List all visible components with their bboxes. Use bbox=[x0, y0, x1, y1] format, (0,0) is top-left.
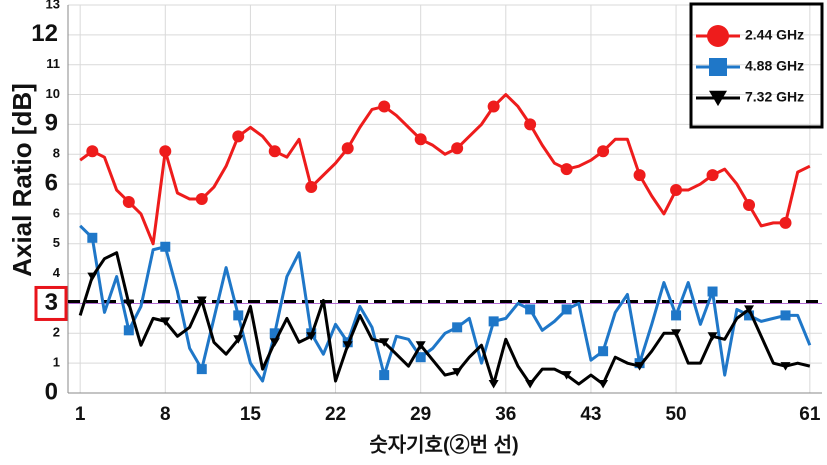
marker bbox=[634, 362, 645, 371]
marker bbox=[743, 198, 756, 211]
marker bbox=[597, 145, 610, 158]
marker bbox=[86, 145, 99, 158]
y-tick-label: 9 bbox=[45, 110, 58, 137]
marker bbox=[744, 305, 755, 314]
marker bbox=[451, 142, 464, 155]
y-tick-label: 10 bbox=[46, 86, 60, 101]
marker bbox=[269, 338, 280, 347]
marker bbox=[414, 133, 427, 146]
legend-box bbox=[689, 2, 824, 129]
marker bbox=[671, 310, 682, 321]
y-tick-label: 3 bbox=[45, 289, 58, 316]
x-axis-label: 숫자기호(②번 선) bbox=[369, 433, 518, 456]
marker bbox=[160, 241, 171, 252]
marker bbox=[379, 370, 390, 381]
marker bbox=[160, 317, 171, 326]
marker bbox=[233, 335, 244, 344]
marker bbox=[452, 322, 463, 333]
y-tick-label: 6 bbox=[45, 169, 58, 196]
marker bbox=[232, 130, 245, 143]
legend-label: 7.32 GHz bbox=[745, 89, 804, 105]
marker bbox=[378, 100, 391, 113]
x-tick-label: 50 bbox=[665, 404, 686, 425]
marker bbox=[706, 169, 719, 182]
marker bbox=[744, 310, 755, 321]
y-tick-label: 1 bbox=[53, 355, 60, 370]
y-tick-label: 2 bbox=[53, 325, 60, 340]
legend-label: 4.88 GHz bbox=[745, 58, 804, 74]
legend-marker bbox=[707, 25, 729, 47]
legend-label: 2.44 GHz bbox=[745, 27, 804, 43]
marker bbox=[671, 329, 682, 338]
marker bbox=[233, 310, 244, 321]
y-axis-label: Axial Ratio [dB] bbox=[7, 83, 37, 277]
x-tick-label: 1 bbox=[75, 404, 86, 425]
marker bbox=[452, 368, 463, 377]
marker bbox=[524, 118, 537, 131]
highlight-box bbox=[34, 285, 68, 321]
marker bbox=[196, 296, 207, 305]
marker bbox=[488, 316, 499, 327]
marker bbox=[487, 100, 500, 113]
y-tick-label: 11 bbox=[46, 56, 60, 71]
marker bbox=[379, 338, 390, 347]
marker bbox=[268, 145, 281, 158]
marker bbox=[561, 371, 572, 380]
marker bbox=[87, 272, 98, 282]
marker bbox=[269, 328, 280, 339]
y-tick-label: 6 bbox=[53, 205, 60, 220]
marker bbox=[560, 163, 573, 176]
marker bbox=[341, 142, 354, 155]
marker bbox=[561, 304, 572, 315]
marker bbox=[633, 169, 646, 182]
marker bbox=[123, 325, 134, 336]
x-tick-label: 36 bbox=[495, 404, 516, 425]
legend-marker bbox=[709, 58, 727, 76]
x-tick-label: 61 bbox=[799, 404, 821, 425]
y-tick-label: 12 bbox=[31, 20, 58, 47]
marker bbox=[707, 286, 718, 297]
marker bbox=[780, 362, 791, 371]
x-tick-label: 8 bbox=[160, 404, 171, 425]
marker bbox=[707, 332, 718, 341]
y-tick-label: 13 bbox=[46, 0, 60, 11]
marker bbox=[305, 181, 318, 194]
marker bbox=[122, 195, 135, 208]
x-tick-label: 15 bbox=[240, 404, 262, 425]
marker bbox=[525, 304, 536, 315]
marker bbox=[598, 380, 609, 389]
marker bbox=[159, 145, 172, 158]
marker bbox=[87, 232, 98, 243]
marker bbox=[670, 184, 683, 197]
y-tick-label: 0 bbox=[45, 378, 58, 405]
x-tick-label: 22 bbox=[325, 404, 346, 425]
marker bbox=[342, 341, 353, 350]
y-tick-label: 5 bbox=[53, 235, 60, 250]
marker bbox=[780, 310, 791, 321]
x-tick-label: 43 bbox=[580, 404, 601, 425]
marker bbox=[525, 380, 536, 389]
y-tick-label: 4 bbox=[53, 265, 61, 280]
marker bbox=[195, 193, 208, 205]
marker bbox=[196, 364, 207, 375]
legend-marker bbox=[709, 90, 727, 107]
marker bbox=[488, 380, 499, 389]
marker bbox=[415, 352, 426, 363]
marker bbox=[779, 216, 792, 229]
y-tick-label: 8 bbox=[53, 146, 60, 161]
marker bbox=[415, 341, 426, 350]
marker bbox=[123, 299, 134, 308]
marker bbox=[306, 332, 317, 341]
x-tick-label: 29 bbox=[410, 404, 431, 425]
marker bbox=[598, 346, 609, 357]
